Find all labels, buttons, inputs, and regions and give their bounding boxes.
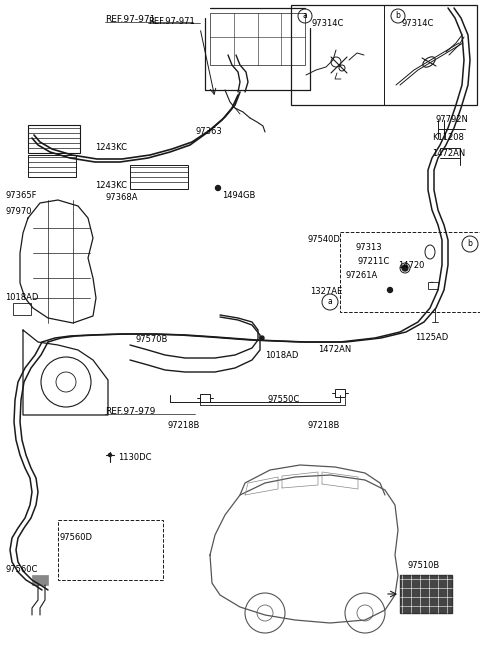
Text: b: b	[396, 12, 400, 20]
Text: 97368A: 97368A	[105, 194, 137, 202]
Text: 97314C: 97314C	[311, 18, 343, 28]
Bar	[58, 520, 163, 580]
Text: 1125AD: 1125AD	[415, 334, 448, 342]
Circle shape	[387, 288, 393, 292]
Bar	[428, 282, 438, 289]
Text: 1130DC: 1130DC	[118, 453, 152, 463]
Text: 97970: 97970	[5, 208, 32, 217]
Text: REF.97-979: REF.97-979	[105, 407, 156, 417]
Text: 97211C: 97211C	[358, 258, 390, 267]
Bar	[28, 125, 80, 153]
Circle shape	[108, 453, 111, 457]
Text: K11208: K11208	[432, 133, 464, 143]
Text: REF.97-971: REF.97-971	[148, 18, 195, 26]
Text: REF.97-971: REF.97-971	[105, 16, 156, 24]
Circle shape	[402, 265, 408, 271]
Text: 97540D: 97540D	[308, 235, 341, 244]
Text: a: a	[328, 298, 332, 307]
Bar	[200, 394, 210, 402]
Text: 97792N: 97792N	[436, 116, 469, 124]
Text: 97560C: 97560C	[5, 566, 37, 574]
Text: 97218B: 97218B	[308, 420, 340, 430]
Text: a: a	[302, 12, 307, 20]
Text: 1018AD: 1018AD	[265, 350, 299, 359]
Bar	[130, 165, 188, 189]
Circle shape	[216, 185, 220, 191]
Text: 1243KC: 1243KC	[95, 143, 127, 152]
Text: 1018AD: 1018AD	[5, 294, 38, 302]
Text: 97550C: 97550C	[268, 396, 300, 405]
Bar	[13, 303, 31, 315]
Bar	[400, 575, 452, 613]
Bar	[340, 232, 480, 312]
Text: 1243KC: 1243KC	[95, 181, 127, 189]
Bar	[210, 13, 305, 65]
Text: b: b	[468, 240, 472, 248]
Text: 97261A: 97261A	[345, 271, 377, 281]
Text: 97314C: 97314C	[402, 18, 434, 28]
Text: 1494GB: 1494GB	[222, 191, 255, 200]
Text: 97363: 97363	[195, 127, 222, 137]
Text: 97560D: 97560D	[60, 533, 93, 541]
Bar	[291, 5, 477, 105]
Bar	[335, 389, 345, 397]
Text: 97365F: 97365F	[5, 191, 36, 200]
Text: 97218B: 97218B	[168, 420, 200, 430]
Bar	[32, 575, 48, 585]
Text: 97313: 97313	[355, 244, 382, 252]
Text: 14720: 14720	[398, 260, 424, 269]
Circle shape	[430, 283, 434, 288]
Text: 1327AE: 1327AE	[310, 288, 342, 296]
Text: 97510B: 97510B	[408, 560, 440, 570]
Text: 97570B: 97570B	[135, 336, 168, 344]
Text: 1472AN: 1472AN	[318, 346, 351, 355]
Bar	[28, 155, 76, 177]
Text: 1472AN: 1472AN	[432, 148, 465, 158]
Circle shape	[260, 336, 264, 340]
